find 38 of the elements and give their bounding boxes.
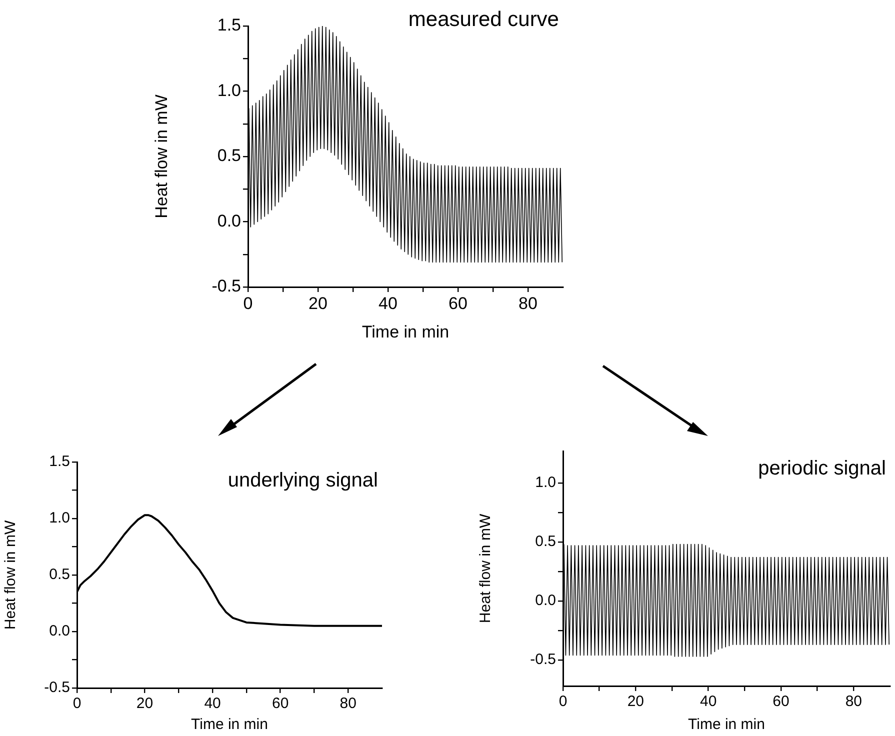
y-axis-title: Heat flow in mW — [477, 513, 494, 624]
x-tick-label: 80 — [340, 695, 356, 712]
y-tick-label: 1.5 — [49, 453, 70, 470]
x-tick-label: 40 — [700, 693, 717, 710]
y-tick-label: 0.0 — [535, 592, 556, 610]
y-tick-label: 0.0 — [217, 211, 241, 230]
y-tick-label: 0.5 — [49, 566, 70, 584]
x-tick-label: 60 — [772, 693, 790, 710]
y-tick-label: -0.5 — [212, 276, 241, 296]
x-tick-label: 20 — [136, 695, 154, 712]
chart-title: periodic signal — [758, 458, 886, 480]
x-tick-label: 80 — [518, 294, 538, 313]
x-tick-label: 0 — [72, 695, 82, 712]
x-tick-label: 20 — [308, 294, 328, 313]
y-tick-label: 1.0 — [217, 80, 241, 100]
x-tick-label: 40 — [378, 294, 398, 313]
y-tick-label: 1.0 — [49, 510, 70, 527]
y-axis-title: Heat flow in mW — [152, 94, 171, 218]
y-tick-label: 0.0 — [49, 622, 70, 640]
x-axis-title: Time in min — [688, 716, 765, 734]
y-tick-label: 0.5 — [535, 533, 556, 550]
x-tick-label: 0 — [558, 693, 568, 710]
x-tick-label: 60 — [272, 695, 289, 712]
y-axis-title: Heat flow in mW — [2, 520, 20, 630]
chart-title: underlying signal — [228, 470, 378, 492]
x-axis-title: Time in min — [191, 716, 268, 734]
y-tick-label: 0.5 — [217, 146, 241, 166]
x-tick-label: 40 — [204, 695, 221, 712]
x-tick-label: 20 — [627, 693, 644, 710]
y-tick-label: 1.0 — [535, 474, 556, 492]
x-axis-title: Time in min — [362, 322, 450, 342]
y-tick-label: -0.5 — [44, 679, 70, 696]
x-tick-label: 0 — [243, 294, 253, 313]
y-tick-label: 1.5 — [217, 16, 241, 35]
y-tick-label: -0.5 — [530, 651, 556, 668]
chart-title: measured curve — [408, 8, 559, 31]
x-tick-label: 60 — [448, 294, 468, 313]
x-tick-label: 80 — [845, 693, 862, 710]
